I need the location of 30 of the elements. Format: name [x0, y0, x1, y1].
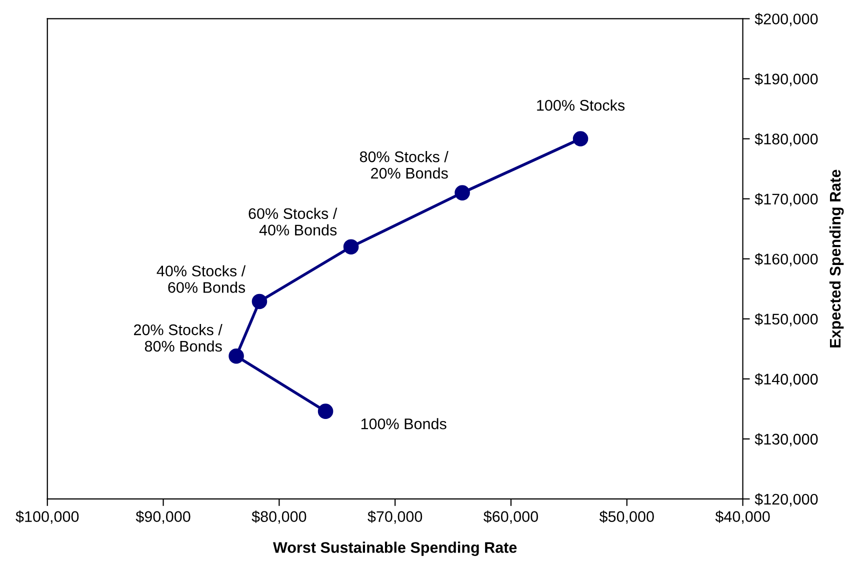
x-tick-label: $70,000: [368, 510, 422, 524]
x-tick-label: $40,000: [715, 510, 770, 524]
x-tick-label: $60,000: [484, 510, 538, 524]
x-tick-label: $80,000: [252, 510, 306, 524]
x-tick-label: $50,000: [599, 510, 654, 524]
annotation: 40% Stocks / 60% Bonds: [156, 265, 246, 293]
x-tick-label: $90,000: [136, 510, 190, 524]
y-axis-title: Expected Spending Rate: [829, 170, 844, 348]
point: [572, 131, 588, 146]
y-tick-label: $170,000: [754, 193, 818, 206]
y-tick-label: $140,000: [754, 373, 818, 386]
y-tick-label: $120,000: [754, 493, 818, 506]
annotation: 100% Bonds: [361, 418, 446, 430]
point: [228, 348, 244, 364]
annotation: 80% Stocks / 20% Bonds: [360, 150, 448, 179]
annotation: 20% Stocks / 80% Bonds: [134, 324, 222, 352]
x-axis-title: Worst Sustainable Spending Rate: [273, 542, 517, 556]
point: [252, 294, 268, 310]
point: [454, 185, 470, 200]
y-tick-label: $150,000: [754, 313, 818, 326]
annotation: 100% Stocks: [537, 100, 625, 111]
y-tick-label: $160,000: [754, 253, 818, 266]
y-tick-label: $190,000: [754, 72, 818, 86]
y-tick-label: $130,000: [754, 433, 818, 446]
y-tick-label: $200,000: [754, 12, 818, 26]
point: [318, 404, 334, 419]
y-tick-label: $180,000: [754, 133, 818, 146]
x-tick-label: $100,000: [16, 510, 79, 524]
point: [343, 239, 359, 254]
annotation: 60% Stocks / 40% Bonds: [248, 208, 338, 236]
